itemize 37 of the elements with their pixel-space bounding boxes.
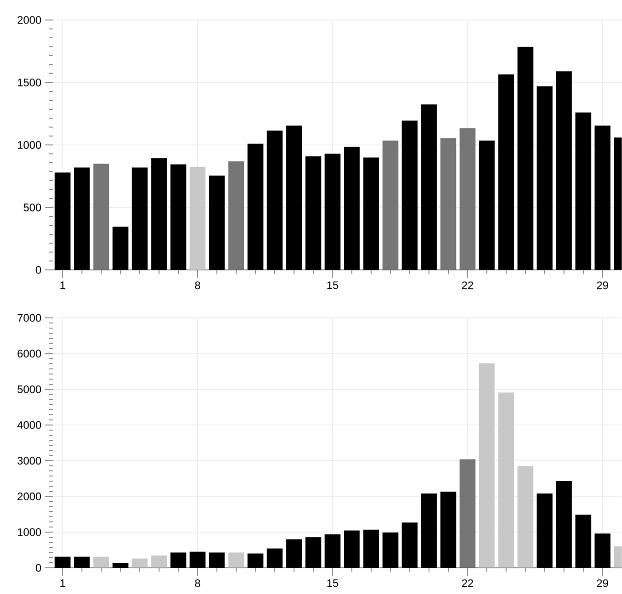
x-tick-label: 15 (327, 282, 338, 290)
bar (228, 552, 244, 568)
y-tick-label: 5000 (18, 386, 42, 394)
y-tick-label: 0 (36, 564, 42, 572)
y-tick-label: 4000 (17, 421, 42, 429)
bar (460, 128, 476, 270)
bar (517, 466, 534, 568)
bar (460, 459, 476, 568)
x-tick-label: 8 (195, 282, 200, 290)
y-tick-label: 3000 (18, 456, 42, 465)
y-tick-label: 500 (24, 204, 42, 212)
x-tick-label: 29 (596, 579, 608, 588)
x-tick-label: 22 (462, 579, 474, 588)
x-tick-label: 1 (60, 282, 66, 290)
bar (151, 556, 167, 568)
y-tick-label: 6000 (18, 350, 42, 358)
x-tick-label: 8 (195, 579, 200, 588)
y-tick-label: 2000 (18, 16, 42, 24)
x-tick-label: 15 (327, 579, 338, 588)
bar (132, 558, 148, 568)
x-tick-label: 29 (596, 282, 608, 290)
bar (382, 140, 398, 270)
bar (478, 363, 495, 568)
bar (190, 166, 206, 270)
y-tick-label: 1000 (18, 528, 42, 536)
y-tick-label: 1000 (18, 141, 42, 149)
y-tick-label: 1500 (18, 78, 42, 86)
y-tick-label: 0 (36, 266, 42, 274)
bar (440, 138, 456, 270)
bar (93, 556, 110, 568)
bar (498, 392, 514, 568)
bar (93, 164, 110, 270)
x-tick-label: 1 (60, 579, 66, 587)
x-tick-label: 22 (462, 282, 474, 290)
y-tick-label: 7000 (18, 314, 42, 322)
y-tick-label: 2000 (18, 492, 42, 500)
bar (228, 161, 244, 270)
